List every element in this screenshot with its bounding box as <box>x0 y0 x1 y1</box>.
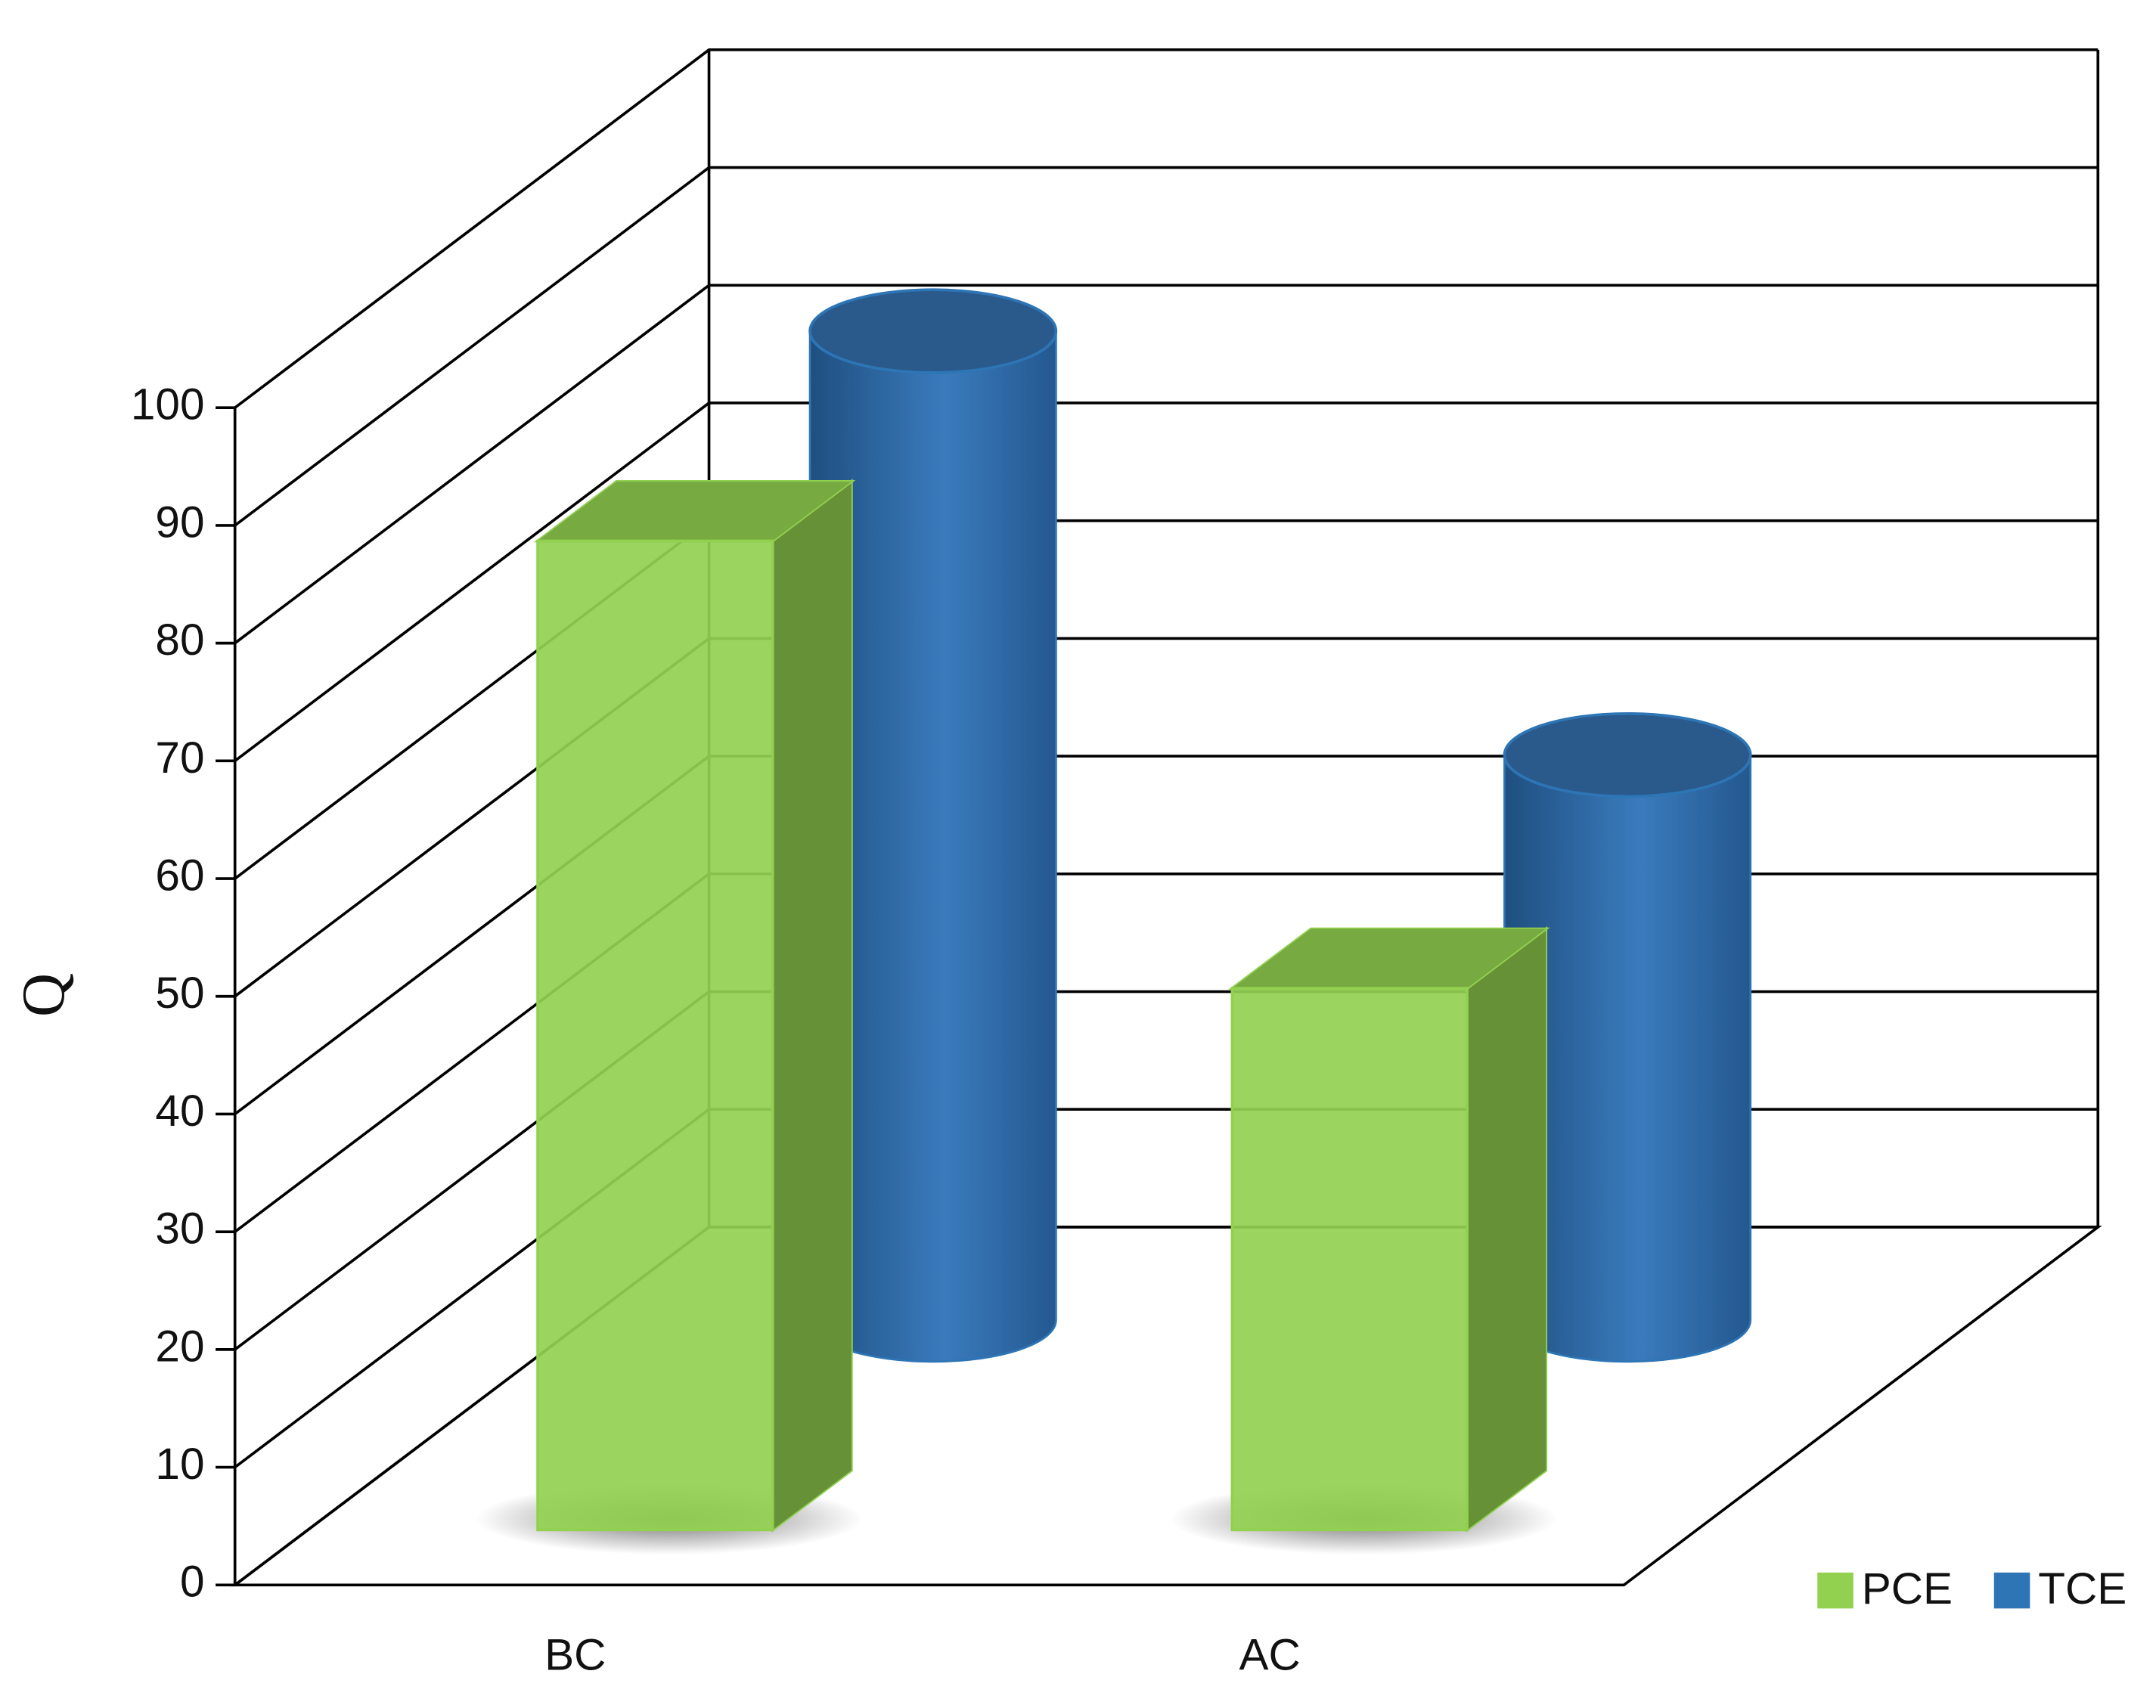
bar-top-shade <box>538 481 852 541</box>
y-tick-label: 70 <box>155 733 204 783</box>
bar <box>1170 925 1557 1555</box>
bar-top <box>808 288 1058 374</box>
bar-top-shade <box>1232 928 1546 989</box>
y-tick-label: 90 <box>155 498 204 547</box>
y-tick-label: 20 <box>155 1322 204 1371</box>
y-tick-label: 80 <box>155 615 204 665</box>
grid-line <box>234 872 2099 1233</box>
y-tick-label: 60 <box>155 851 204 900</box>
grid-line <box>234 48 2099 409</box>
y-tick-label: 50 <box>155 969 204 1018</box>
bar-side-shade <box>1467 928 1546 1530</box>
grid-line <box>234 284 2099 645</box>
legend-swatch <box>1817 1572 1854 1609</box>
legend-label: PCE <box>1862 1564 1953 1613</box>
x-tick-label: BC <box>544 1631 606 1680</box>
y-tick-label: 0 <box>180 1558 205 1607</box>
grid-line <box>234 401 2099 762</box>
legend-swatch <box>1993 1572 2030 1609</box>
grid-line <box>234 637 2099 998</box>
legend-label: TCE <box>2038 1564 2127 1613</box>
grid-line <box>234 166 2099 527</box>
y-axis-title: Q <box>10 973 77 1017</box>
bar-side-shade <box>772 481 852 1530</box>
grid-line <box>234 519 2099 880</box>
bar <box>1503 711 1752 1363</box>
x-tick-label: AC <box>1239 1631 1300 1680</box>
bar-front <box>536 539 774 1532</box>
bar-top <box>1503 711 1752 798</box>
bar <box>475 479 863 1555</box>
y-tick-label: 100 <box>131 380 205 429</box>
y-tick-label: 40 <box>155 1086 204 1136</box>
y-tick-label: 30 <box>155 1204 204 1254</box>
bar-front <box>1230 987 1469 1532</box>
y-tick-label: 10 <box>155 1440 204 1489</box>
grid-line <box>234 755 2099 1115</box>
bar <box>808 288 1058 1363</box>
